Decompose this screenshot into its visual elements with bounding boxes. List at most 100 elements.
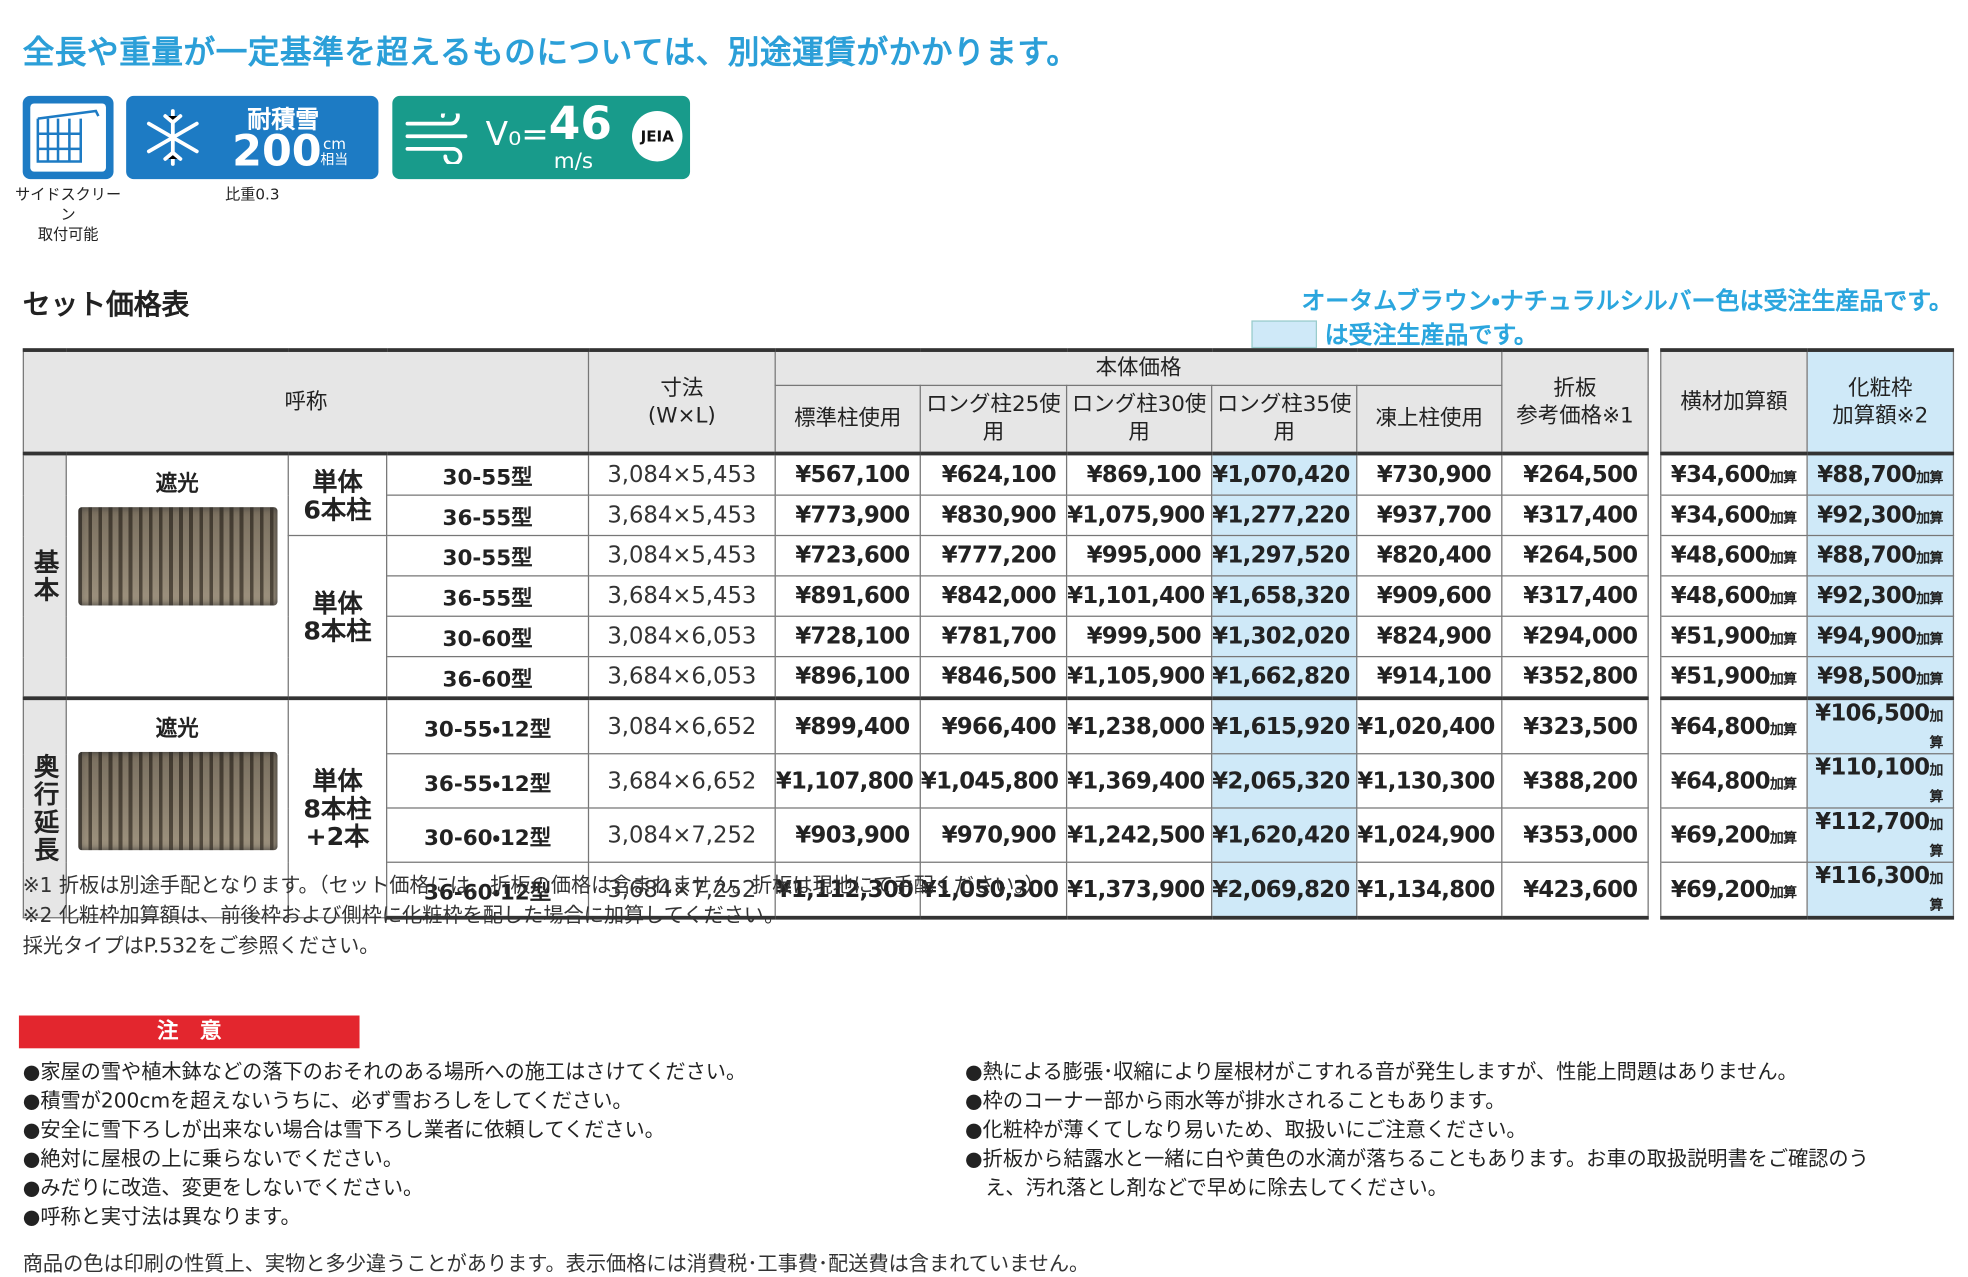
- model-name: 30-55型: [386, 451, 590, 496]
- table-row: 36-55型 3,684×5,453 ¥891,600 ¥842,000 ¥1,101,…: [23, 575, 1955, 617]
- model-name: 36-55型: [386, 575, 590, 617]
- product-image: [77, 751, 277, 851]
- size: 3,684×6,053: [587, 655, 776, 699]
- folding-price: ¥423,600: [1501, 861, 1649, 920]
- snow-caption: 比重0.3: [225, 185, 280, 204]
- cosmetic-unit: 加算: [1916, 469, 1943, 486]
- cosmetic-price: ¥106,500加算: [1806, 696, 1955, 755]
- section-title: セット価格表: [22, 290, 190, 322]
- horizontal-amount: ¥64,800: [1670, 767, 1771, 795]
- snow-icon: [146, 109, 199, 166]
- table-row: 36-55型 3,684×5,453 ¥773,900 ¥830,900 ¥1,075,…: [23, 494, 1955, 537]
- price-table: 呼称 寸法 (W×L) 本体価格 折板 参考価格※1 横材加算額 化粧枠 加算額…: [22, 348, 1955, 920]
- group-label: 基本: [22, 451, 67, 699]
- size: 3,684×5,453: [587, 494, 776, 537]
- wind-value: 46: [548, 98, 612, 151]
- horizontal-price: ¥64,800加算: [1660, 753, 1808, 809]
- size: 3,084×7,252: [587, 807, 776, 863]
- cosmetic-amount: ¥94,900: [1817, 623, 1917, 650]
- price: ¥728,100: [774, 615, 921, 658]
- table-row: 基本 遮光 単体 6本柱 30-55型 3,084×5,453 ¥567,100 ¥624,…: [22, 451, 1955, 699]
- gap: [1647, 656, 1662, 699]
- price: ¥903,900: [774, 807, 921, 863]
- gap: [1647, 698, 1662, 754]
- price: ¥1,045,800: [919, 753, 1068, 809]
- table-body: 基本 遮光 単体 6本柱 30-55型 3,084×5,453 ¥567,100 ¥624,…: [22, 451, 1955, 920]
- horizontal-unit: 加算: [1769, 630, 1797, 648]
- size: 3,084×6,053: [587, 615, 776, 658]
- horizontal-price: ¥69,200加算: [1660, 861, 1808, 920]
- price: ¥1,615,920: [1211, 696, 1358, 755]
- price: ¥1,130,300: [1356, 753, 1503, 809]
- cosmetic-price: ¥92,300加算: [1806, 575, 1955, 617]
- price: ¥999,500: [1065, 615, 1213, 658]
- price: ¥869,100: [1065, 451, 1213, 496]
- price: ¥777,200: [919, 534, 1068, 577]
- snow-unit: cm: [322, 134, 347, 153]
- folding-price: ¥294,000: [1501, 615, 1649, 658]
- gap: [1647, 535, 1662, 576]
- horizontal-unit: 加算: [1769, 829, 1797, 846]
- horizontal-unit: 加算: [1769, 671, 1797, 688]
- header-cell: 寸法 (W×L): [587, 348, 776, 455]
- cosmetic-unit: 加算: [1916, 671, 1943, 688]
- gap: [1647, 453, 1662, 496]
- price: ¥1,101,400: [1065, 575, 1213, 617]
- cosmetic-amount: ¥88,700: [1817, 542, 1917, 569]
- cosmetic-price: ¥112,700加算: [1806, 807, 1955, 863]
- cosmetic-unit: 加算: [1916, 550, 1943, 567]
- horizontal-unit: 加算: [1769, 509, 1797, 527]
- price: ¥914,100: [1356, 655, 1503, 699]
- caution-item: ●みだりに改造、変更をしないでください。: [22, 1175, 424, 1200]
- model-name: 30-60・12型: [386, 807, 590, 863]
- cosmetic-amount: ¥112,700: [1815, 808, 1930, 836]
- price: ¥899,400: [774, 696, 921, 755]
- model-name: 30-55・12型: [386, 696, 590, 755]
- table-row: 30-60・12型 3,084×7,252 ¥903,900 ¥970,900 ¥1,2…: [23, 807, 1955, 863]
- horizontal-unit: 加算: [1769, 775, 1797, 792]
- price: ¥1,620,420: [1211, 807, 1358, 863]
- image-label: 遮光: [155, 716, 199, 742]
- type-label: 単体 6本柱: [287, 451, 388, 537]
- gap: [1647, 350, 1662, 454]
- size: 3,084×5,453: [587, 451, 776, 496]
- gap: [1647, 495, 1662, 536]
- caution-item: ●折板から結露水と一緒に白や黄色の水滴が落ちることもあります。お車の取扱説明書を…: [965, 1146, 1869, 1200]
- price: ¥1,242,500: [1065, 807, 1213, 863]
- price: ¥1,024,900: [1356, 807, 1503, 863]
- price: ¥891,600: [774, 575, 921, 617]
- gap: [1647, 862, 1662, 918]
- folding-price: ¥352,800: [1501, 655, 1649, 699]
- horizontal-price: ¥48,600加算: [1660, 575, 1808, 617]
- price: ¥781,700: [919, 615, 1068, 658]
- price: ¥1,277,220: [1211, 494, 1358, 537]
- price: ¥723,600: [774, 534, 921, 577]
- side-screen-caption: サイドスクリーン 取付可能: [15, 185, 122, 244]
- header-cell: ロング柱30使用: [1065, 384, 1213, 456]
- horizontal-price: ¥69,200加算: [1660, 807, 1808, 863]
- horizontal-price: ¥51,900加算: [1660, 655, 1808, 699]
- cosmetic-unit: 加算: [1929, 707, 1943, 751]
- price: ¥2,065,320: [1211, 753, 1358, 809]
- price: ¥2,069,820: [1211, 861, 1358, 920]
- price: ¥1,297,520: [1211, 534, 1358, 577]
- price: ¥730,900: [1356, 451, 1503, 496]
- model-name: 30-55型: [386, 534, 590, 577]
- gap: [1647, 807, 1662, 863]
- table-row: 奥行延長 遮光 単体 8本柱 +2本 30-55・12型 3,084×6,652 ¥899…: [22, 696, 1955, 919]
- model-name: 36-60・12型: [386, 861, 590, 920]
- caution-item: ●熱による膨張･収縮により屋根材がこすれる音が発生しますが、性能上問題はありませ…: [965, 1059, 1798, 1084]
- folding-price: ¥264,500: [1501, 534, 1649, 577]
- header-cell: 横材加算額: [1660, 348, 1808, 455]
- caution-item: ●安全に雪下ろしが出来ない場合は雪下ろし業者に依頼してください。: [22, 1117, 665, 1142]
- price: ¥995,000: [1065, 534, 1213, 577]
- price: ¥1,107,800: [774, 753, 921, 809]
- size: 3,684×6,652: [587, 753, 776, 809]
- horizontal-price: ¥51,900加算: [1660, 615, 1808, 658]
- gap: [1647, 575, 1662, 617]
- legend-swatch: [1251, 319, 1318, 348]
- snow-badge: 耐積雪 200 cm 相当: [126, 95, 379, 180]
- price: ¥966,400: [919, 696, 1068, 755]
- size: 3,084×6,652: [587, 696, 776, 755]
- price: ¥896,100: [774, 655, 921, 699]
